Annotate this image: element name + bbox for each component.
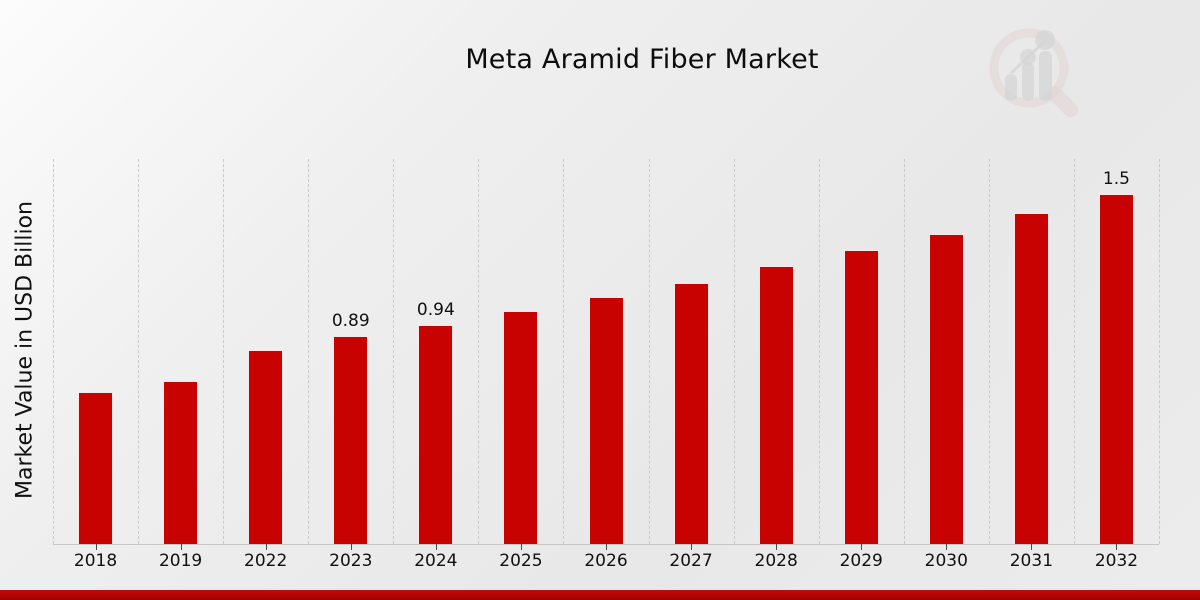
x-tick-label-2025: 2025 (499, 551, 543, 571)
plot-area: 0.89 0.94 1.5 (53, 159, 1160, 544)
x-tick (520, 544, 522, 550)
bar-2018 (78, 392, 114, 544)
x-tick-label-2027: 2027 (669, 551, 713, 571)
vertical-gridline (988, 159, 990, 544)
x-tick-label-2032: 2032 (1094, 551, 1139, 571)
vertical-gridline (393, 159, 395, 544)
x-tick (350, 544, 352, 550)
x-tick (691, 544, 693, 550)
chart-title: Meta Aramid Fiber Market (465, 44, 819, 75)
vertical-gridline (1073, 159, 1075, 544)
bar-2031 (1013, 212, 1049, 544)
bar-2025 (503, 310, 539, 544)
vertical-gridline (223, 159, 225, 544)
x-tick-label-2028: 2028 (754, 551, 798, 571)
vertical-gridline (138, 159, 140, 544)
vertical-gridline (1159, 159, 1160, 544)
bar-2032 (1098, 194, 1134, 544)
x-tick-label-2031: 2031 (1009, 551, 1054, 571)
vertical-gridline (648, 159, 650, 544)
x-tick-label-2018: 2018 (73, 551, 118, 571)
x-tick (95, 544, 97, 550)
vertical-gridline (733, 159, 735, 544)
vertical-gridline (478, 159, 480, 544)
x-tick-label-2023: 2023 (329, 551, 373, 571)
x-tick (180, 544, 182, 550)
x-tick-label-2019: 2019 (158, 551, 203, 571)
x-tick (265, 544, 267, 550)
bar-2019 (163, 380, 199, 544)
bar-value-label-2024: 0.94 (416, 299, 455, 320)
bar-value-label-2023: 0.89 (331, 311, 370, 332)
x-tick-label-2024: 2024 (414, 551, 458, 571)
bar-2022 (248, 350, 284, 544)
x-tick (776, 544, 778, 550)
bar-2027 (673, 282, 709, 544)
bar-2023 (333, 336, 369, 544)
x-tick-label-2022: 2022 (244, 551, 288, 571)
x-tick-label-2026: 2026 (584, 551, 628, 571)
x-tick (435, 544, 437, 550)
magnifier-bar-chart-logo-icon (989, 28, 1079, 118)
bar-2030 (928, 233, 964, 544)
footer-red-band (0, 590, 1200, 600)
vertical-gridline (308, 159, 310, 544)
vertical-gridline (563, 159, 565, 544)
bar-value-label-2032: 1.5 (1102, 169, 1130, 189)
bar-2028 (758, 266, 794, 544)
x-tick (1031, 544, 1033, 550)
vertical-gridline (903, 159, 905, 544)
x-tick-label-2029: 2029 (839, 551, 883, 571)
bar-2029 (843, 250, 879, 544)
x-tick (1116, 544, 1118, 550)
bar-2024 (418, 324, 454, 544)
x-tick-label-2030: 2030 (924, 551, 968, 571)
y-axis-label: Market Value in USD Billion (12, 200, 38, 500)
vertical-gridline (818, 159, 820, 544)
bar-2026 (588, 296, 624, 544)
x-tick (946, 544, 948, 550)
x-tick (606, 544, 607, 550)
vertical-gridline (53, 159, 54, 544)
x-tick (861, 544, 863, 550)
